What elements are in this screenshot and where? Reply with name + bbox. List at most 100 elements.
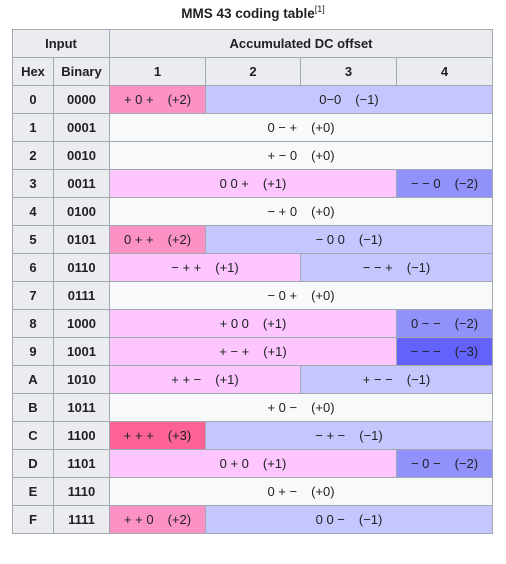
offset-cell: + − − (−1) xyxy=(300,365,493,394)
header-binary: Binary xyxy=(53,57,110,86)
dc-offset-value: (+2) xyxy=(167,92,192,107)
header-col-4: 4 xyxy=(396,57,493,86)
binary-cell: 1010 xyxy=(53,365,110,394)
ternary-code: − + + xyxy=(171,260,202,275)
offset-cell: + + + (+3) xyxy=(109,421,206,450)
ternary-code: 0 − + xyxy=(267,120,298,135)
offset-cell: + + 0 (+2) xyxy=(109,505,206,534)
dc-offset-value: (−1) xyxy=(406,372,431,387)
hex-cell: 1 xyxy=(12,113,54,142)
table-row: 3 0011 0 0 + (+1) − − 0 (−2) xyxy=(12,169,493,198)
dc-offset-value: (+0) xyxy=(311,148,335,163)
dc-offset-value: (−2) xyxy=(454,456,479,471)
binary-cell: 0001 xyxy=(53,113,110,142)
ternary-code: + + + xyxy=(123,428,154,443)
header-col-2: 2 xyxy=(205,57,301,86)
table-row: 8 1000 + 0 0 (+1) 0 − − (−2) xyxy=(12,309,493,338)
binary-cell: 0011 xyxy=(53,169,110,198)
dc-offset-value: (+1) xyxy=(263,344,287,359)
offset-cell: 0 + − (+0) xyxy=(109,477,493,506)
binary-cell: 0111 xyxy=(53,281,110,310)
dc-offset-value: (+2) xyxy=(167,232,192,247)
table-body: 0 0000 + 0 + (+2) 0−0 (−1) 1 0001 0 − + (+0) 2 0010… xyxy=(12,85,493,534)
dc-offset-value: (−3) xyxy=(454,344,479,359)
offset-cell: 0 − + (+0) xyxy=(109,113,493,142)
ternary-code: 0 0 + xyxy=(219,176,249,191)
mms43-coding-table: Input Accumulated DC offset Hex Binary 1… xyxy=(12,29,493,534)
offset-cell: 0 + + (+2) xyxy=(109,225,206,254)
ternary-code: + + − xyxy=(171,372,202,387)
hex-cell: D xyxy=(12,449,54,478)
dc-offset-value: (−2) xyxy=(454,176,479,191)
ternary-code: + + 0 xyxy=(123,512,154,527)
table-caption: MMS 43 coding table[1] xyxy=(0,3,506,21)
offset-cell: + − + (+1) xyxy=(109,337,397,366)
ternary-code: 0 0 − xyxy=(315,512,345,527)
offset-cell: − 0 + (+0) xyxy=(109,281,493,310)
dc-offset-value: (−1) xyxy=(355,92,379,107)
hex-cell: 5 xyxy=(12,225,54,254)
table-row: 5 0101 0 + + (+2) − 0 0 (−1) xyxy=(12,225,493,254)
dc-offset-value: (+0) xyxy=(311,204,335,219)
dc-offset-value: (+1) xyxy=(262,176,287,191)
table-row: 9 1001 + − + (+1) − − − (−3) xyxy=(12,337,493,366)
offset-cell: − 0 0 (−1) xyxy=(205,225,493,254)
caption-title: MMS 43 coding table xyxy=(181,6,315,21)
ternary-code: − − − xyxy=(410,344,441,359)
binary-cell: 0110 xyxy=(53,253,110,282)
dc-offset-value: (+0) xyxy=(311,400,335,415)
header-input: Input xyxy=(12,29,110,58)
offset-cell: 0 + 0 (+1) xyxy=(109,449,397,478)
binary-cell: 0010 xyxy=(53,141,110,170)
ternary-code: + 0 0 xyxy=(219,316,249,331)
table-row: D 1101 0 + 0 (+1) − 0 − (−2) xyxy=(12,449,493,478)
dc-offset-value: (+1) xyxy=(215,260,239,275)
binary-cell: 1000 xyxy=(53,309,110,338)
hex-cell: 3 xyxy=(12,169,54,198)
dc-offset-value: (−2) xyxy=(454,316,479,331)
binary-cell: 1101 xyxy=(53,449,110,478)
binary-cell: 1110 xyxy=(53,477,110,506)
dc-offset-value: (+1) xyxy=(262,456,287,471)
offset-cell: − 0 − (−2) xyxy=(396,449,493,478)
dc-offset-value: (+2) xyxy=(167,512,192,527)
binary-cell: 1100 xyxy=(53,421,110,450)
dc-offset-value: (−1) xyxy=(359,428,383,443)
table-row: A 1010 + + − (+1) + − − (−1) xyxy=(12,365,493,394)
header-col-3: 3 xyxy=(300,57,397,86)
hex-cell: 8 xyxy=(12,309,54,338)
dc-offset-value: (+0) xyxy=(311,120,335,135)
offset-cell: + 0 − (+0) xyxy=(109,393,493,422)
binary-cell: 0100 xyxy=(53,197,110,226)
hex-cell: 9 xyxy=(12,337,54,366)
ternary-code: + − + xyxy=(219,344,250,359)
ternary-code: − − 0 xyxy=(410,176,441,191)
table-row: B 1011 + 0 − (+0) xyxy=(12,393,493,422)
reference-link[interactable]: [1] xyxy=(314,3,325,14)
offset-cell: − − + (−1) xyxy=(300,253,493,282)
header-hex: Hex xyxy=(12,57,54,86)
table-row: 6 0110 − + + (+1) − − + (−1) xyxy=(12,253,493,282)
offset-cell: − + − (−1) xyxy=(205,421,493,450)
dc-offset-value: (+0) xyxy=(311,484,335,499)
dc-offset-value: (+3) xyxy=(167,428,192,443)
dc-offset-value: (+1) xyxy=(215,372,239,387)
ternary-code: 0−0 xyxy=(319,92,342,107)
ternary-code: − 0 − xyxy=(410,456,441,471)
offset-cell: + − 0 (+0) xyxy=(109,141,493,170)
ternary-code: + 0 + xyxy=(123,92,154,107)
ternary-code: − 0 0 xyxy=(315,232,345,247)
dc-offset-value: (−1) xyxy=(358,232,383,247)
header-dc-offset: Accumulated DC offset xyxy=(109,29,493,58)
table-row: 4 0100 − + 0 (+0) xyxy=(12,197,493,226)
hex-cell: 0 xyxy=(12,85,54,114)
table-row: 0 0000 + 0 + (+2) 0−0 (−1) xyxy=(12,85,493,114)
table-row: C 1100 + + + (+3) − + − (−1) xyxy=(12,421,493,450)
dc-offset-value: (+0) xyxy=(311,288,335,303)
hex-cell: C xyxy=(12,421,54,450)
hex-cell: 4 xyxy=(12,197,54,226)
header-row-sub: Hex Binary 1 2 3 4 xyxy=(12,57,493,86)
hex-cell: 2 xyxy=(12,141,54,170)
ternary-code: 0 + 0 xyxy=(219,456,249,471)
binary-cell: 0000 xyxy=(53,85,110,114)
